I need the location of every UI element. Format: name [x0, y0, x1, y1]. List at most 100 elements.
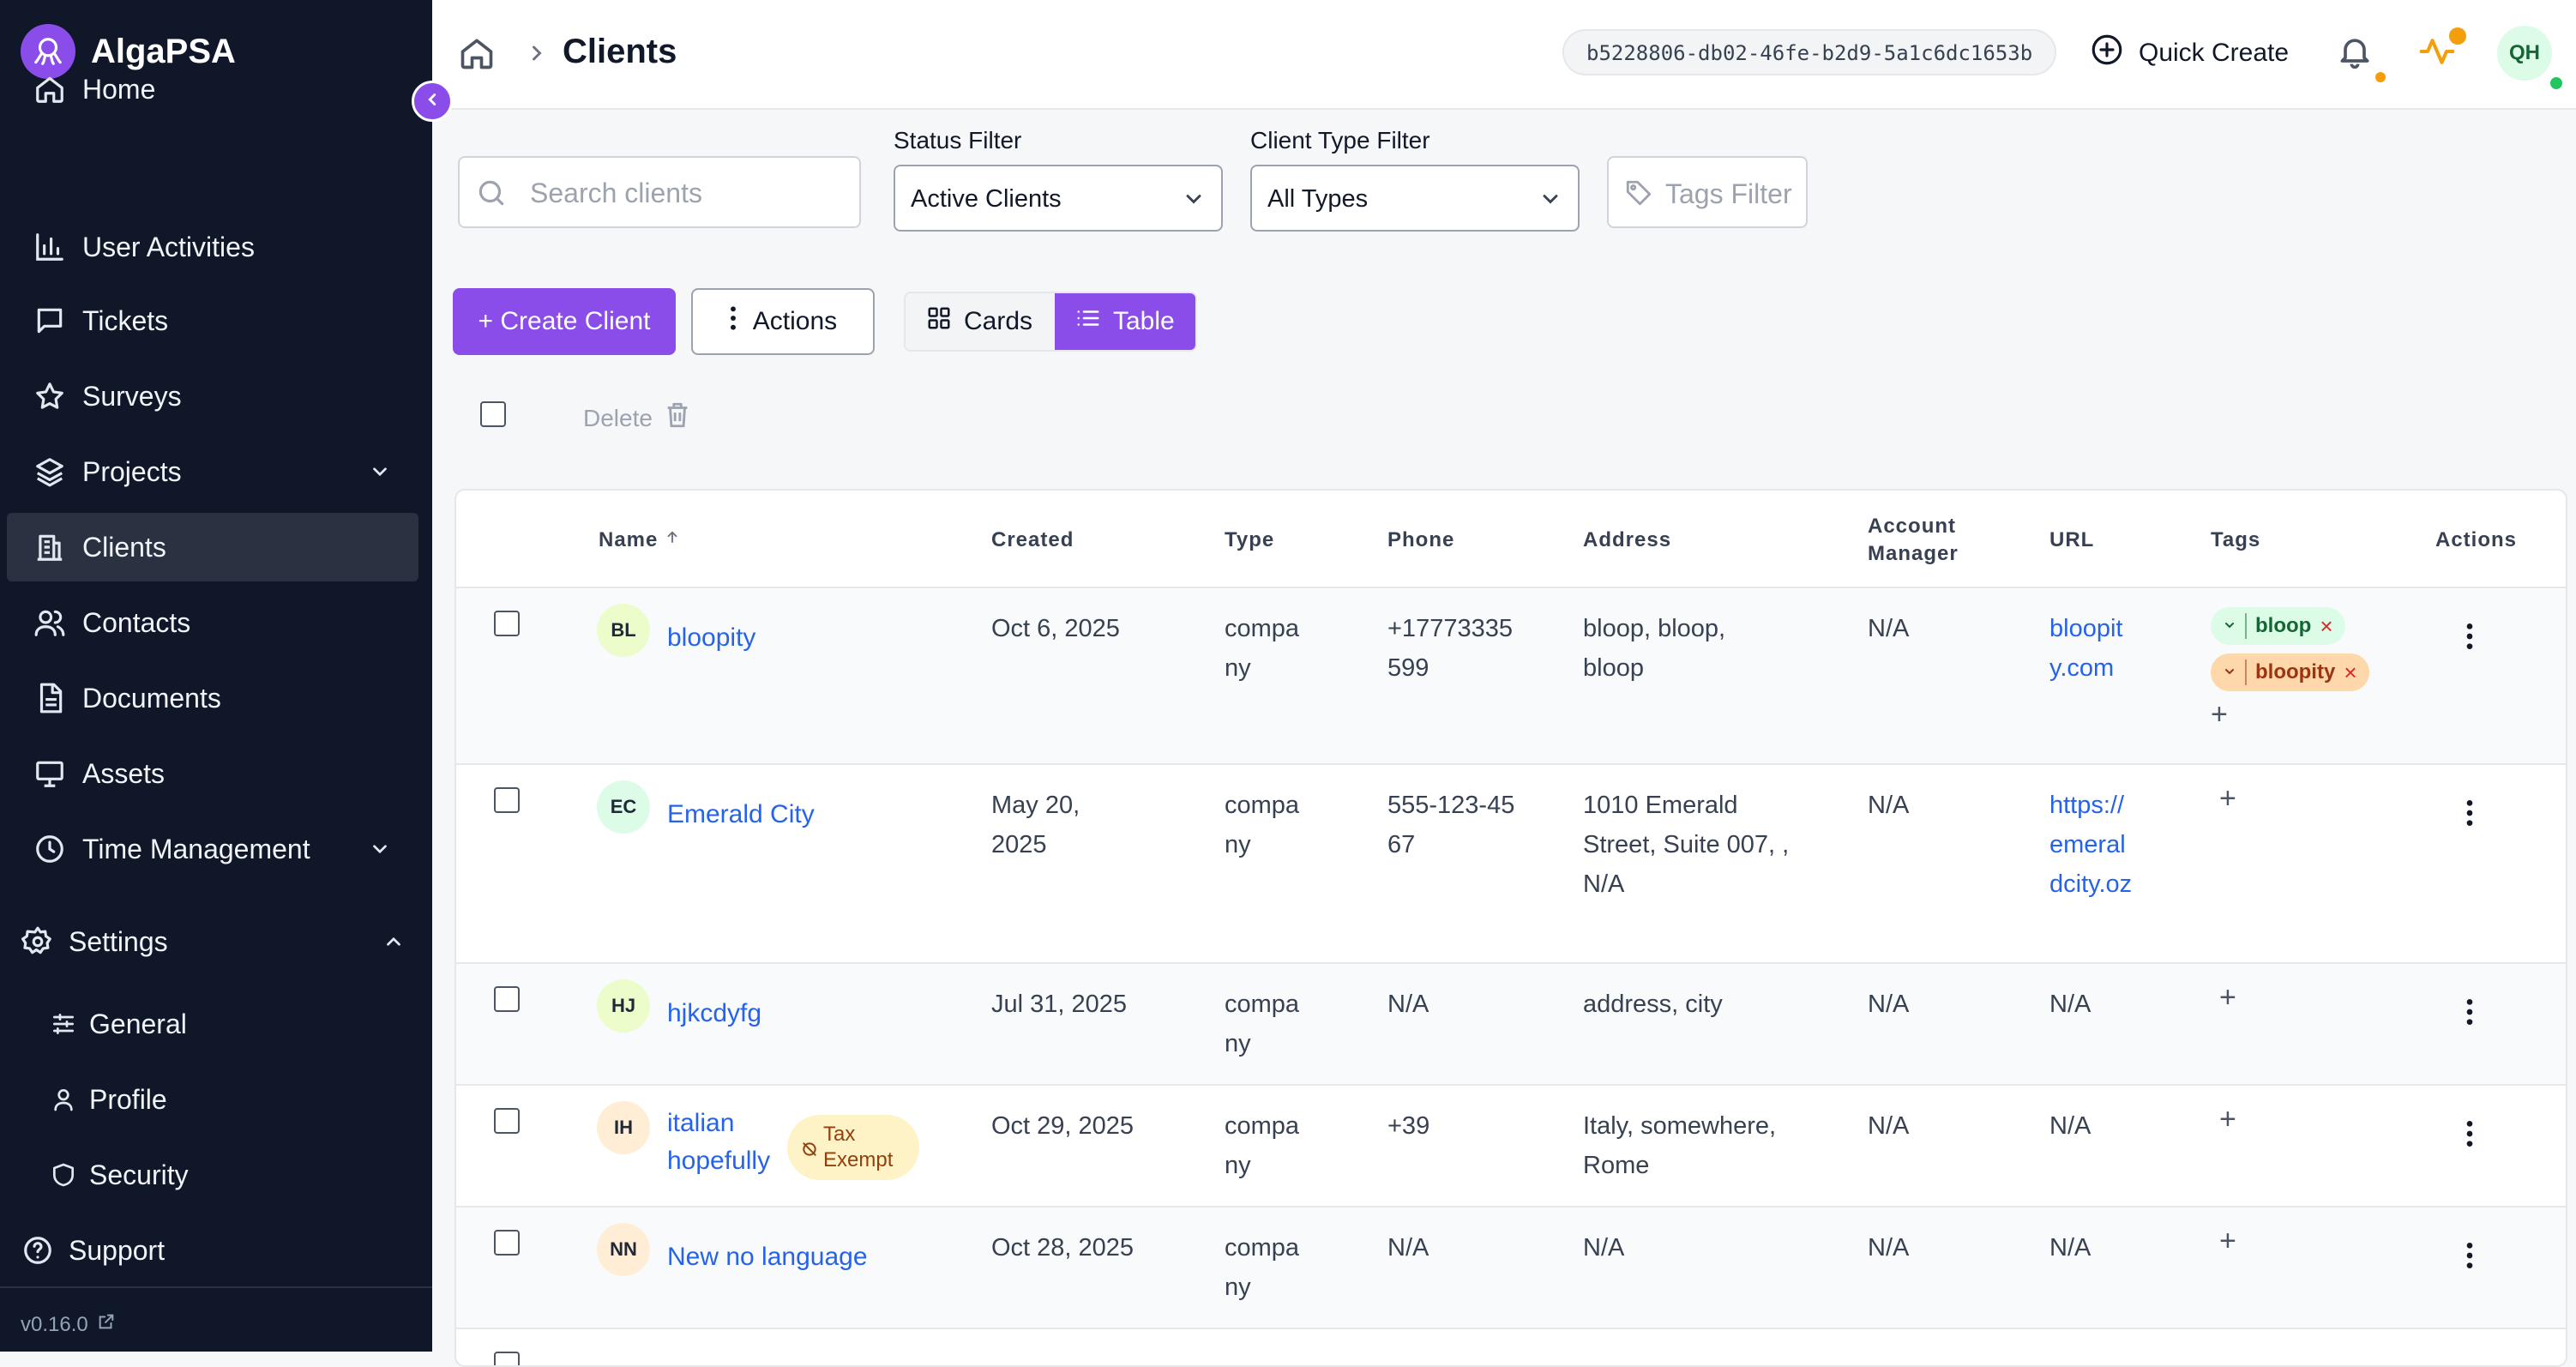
sidebar-item-tickets[interactable]: Tickets	[7, 286, 418, 355]
add-tag-icon[interactable]: +	[2219, 782, 2236, 815]
remove-tag-icon[interactable]: ×	[2320, 612, 2333, 639]
client-type-filter-select[interactable]: All Types	[1250, 165, 1580, 232]
cards-view-button[interactable]: Cards	[906, 293, 1055, 350]
tenant-id-badge[interactable]: b5228806-db02-46fe-b2d9-5a1c6dc1653b	[1562, 29, 2057, 75]
sidebar-item-user-activities[interactable]: User Activities	[7, 213, 418, 281]
plus-circle-icon	[2089, 32, 2125, 75]
online-status-dot	[2549, 75, 2564, 91]
sidebar-subitem-general[interactable]: General	[7, 990, 418, 1058]
view-mode-toggle: Cards Table	[904, 292, 1197, 352]
sidebar-item-settings[interactable]: Settings	[7, 907, 418, 976]
sidebar-item-clients[interactable]: Clients	[7, 513, 418, 581]
actions-button[interactable]: Actions	[691, 288, 875, 355]
table-row[interactable]: BL bloopity Oct 6, 2025 company +1777333…	[456, 588, 2566, 765]
bell-icon[interactable]	[2336, 33, 2377, 74]
column-header-created[interactable]: Created	[991, 528, 1074, 551]
add-tag-icon[interactable]: +	[2219, 1225, 2236, 1257]
user-initials: QH	[2509, 41, 2540, 64]
tax-exempt-badge: Tax Exempt	[787, 1115, 919, 1180]
building-icon	[33, 530, 67, 564]
column-header-tags[interactable]: Tags	[2211, 528, 2261, 551]
version-link[interactable]: v0.16.0	[21, 1312, 116, 1337]
clock-icon	[33, 832, 67, 866]
add-tag-icon[interactable]: +	[2211, 698, 2228, 731]
search-input[interactable]	[528, 173, 849, 213]
column-header-phone[interactable]: Phone	[1387, 528, 1455, 551]
remove-tag-icon[interactable]: ×	[2344, 659, 2357, 685]
sidebar-item-surveys[interactable]: Surveys	[7, 362, 418, 431]
column-header-actions: Actions	[2435, 528, 2518, 551]
table-view-button[interactable]: Table	[1055, 293, 1195, 350]
home-icon[interactable]	[458, 34, 496, 72]
select-all-checkbox[interactable]	[480, 401, 506, 427]
column-header-account-manager[interactable]: Account Manager	[1868, 515, 1959, 565]
sidebar-item-home[interactable]: Home	[7, 55, 418, 123]
row-actions-icon[interactable]	[2459, 1238, 2480, 1273]
client-name-link[interactable]: Emerald City	[667, 800, 815, 828]
tag-chip[interactable]: bloopity ×	[2211, 653, 2369, 691]
address-cell: address, city	[1583, 991, 1723, 1018]
sidebar-item-documents[interactable]: Documents	[7, 664, 418, 732]
tax-exempt-label: Tax Exempt	[823, 1123, 894, 1171]
add-tag-icon[interactable]: +	[2219, 981, 2236, 1014]
phone-cell: N/A	[1387, 1234, 1429, 1262]
table-row[interactable]: HJ hjkcdyfg Jul 31, 2025 company N/A add…	[456, 964, 2566, 1086]
sidebar-item-support[interactable]: Support	[7, 1216, 418, 1285]
sidebar-item-projects[interactable]: Projects	[7, 437, 418, 506]
column-header-name[interactable]: Name	[599, 527, 680, 554]
tag-chip[interactable]: bloop ×	[2211, 607, 2345, 645]
row-checkbox[interactable]	[494, 787, 520, 813]
table-row[interactable]: NN New no language Oct 28, 2025 company …	[456, 1207, 2566, 1329]
client-name-link[interactable]: bloopity	[667, 623, 756, 652]
sidebar-item-contacts[interactable]: Contacts	[7, 588, 418, 657]
sidebar-item-label: Clients	[82, 531, 166, 563]
create-client-button[interactable]: + Create Client	[453, 288, 676, 355]
phone-cell: 555-123-4567	[1387, 792, 1515, 858]
brand[interactable]: AlgaPSA	[21, 24, 236, 79]
sidebar-collapse-button[interactable]	[412, 81, 453, 122]
user-avatar[interactable]: QH	[2497, 26, 2552, 81]
url-link[interactable]: https://emeraldcity.oz	[2049, 792, 2133, 898]
client-name-link[interactable]: New no language	[667, 1243, 868, 1271]
url-link[interactable]: bloopity.com	[2049, 615, 2123, 682]
sidebar-subitem-profile[interactable]: Profile	[7, 1065, 418, 1134]
bulk-delete-button[interactable]: Delete	[583, 400, 692, 437]
row-actions-icon[interactable]	[2459, 995, 2480, 1029]
chevron-down-icon	[1182, 187, 1206, 211]
row-checkbox[interactable]	[494, 611, 520, 636]
row-actions-icon[interactable]	[2459, 796, 2480, 830]
tags-filter-button[interactable]: Tags Filter	[1607, 156, 1808, 228]
column-header-url[interactable]: URL	[2049, 528, 2095, 551]
client-name-link[interactable]: hjkcdyfg	[667, 999, 762, 1027]
column-header-label: Name	[599, 528, 659, 551]
account-manager-cell: N/A	[1868, 1112, 1910, 1140]
row-checkbox[interactable]	[494, 1352, 520, 1365]
created-cell: May 20, 2025	[991, 792, 1080, 858]
add-tag-icon[interactable]: +	[2219, 1103, 2236, 1135]
search-clients-field[interactable]	[458, 156, 861, 228]
column-header-address[interactable]: Address	[1583, 528, 1672, 551]
sidebar-item-time-management[interactable]: Time Management	[7, 815, 418, 883]
row-checkbox[interactable]	[494, 1108, 520, 1134]
row-actions-icon[interactable]	[2459, 619, 2480, 653]
type-cell: company	[1225, 615, 1300, 682]
row-checkbox[interactable]	[494, 1230, 520, 1256]
type-cell: company	[1225, 1234, 1300, 1301]
table-row[interactable]: EC Emerald City May 20, 2025 company 555…	[456, 765, 2566, 964]
sidebar-subitem-security[interactable]: Security	[7, 1141, 418, 1209]
row-checkbox[interactable]	[494, 986, 520, 1012]
account-manager-cell: N/A	[1868, 1234, 1910, 1262]
status-filter-select[interactable]: Active Clients	[894, 165, 1223, 232]
table-row[interactable]: IH italian hopefully Tax Exempt Oct 29, …	[456, 1086, 2566, 1207]
column-header-type[interactable]: Type	[1225, 528, 1275, 551]
sidebar-item-label: Time Management	[82, 833, 310, 864]
account-manager-cell: N/A	[1868, 991, 1910, 1018]
client-name-link[interactable]: italian hopefully	[667, 1109, 771, 1175]
quick-create-button[interactable]: Quick Create	[2089, 31, 2289, 75]
activity-pulse-icon[interactable]	[2418, 33, 2459, 74]
row-actions-icon[interactable]	[2459, 1117, 2480, 1151]
client-avatar: HJ	[597, 979, 650, 1033]
top-header: Clients b5228806-db02-46fe-b2d9-5a1c6dc1…	[432, 0, 2576, 110]
table-row[interactable]	[456, 1329, 2566, 1365]
sidebar-item-assets[interactable]: Assets	[7, 739, 418, 808]
